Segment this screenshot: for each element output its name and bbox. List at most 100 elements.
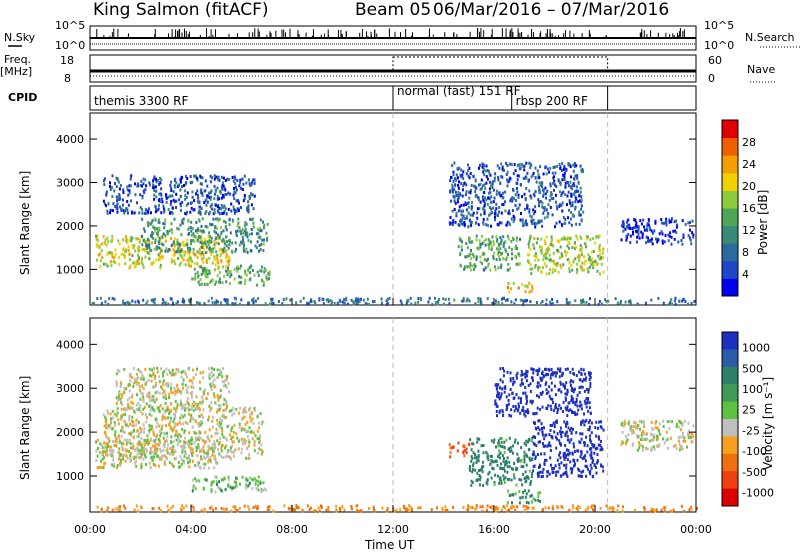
data-cell — [512, 237, 515, 241]
data-cell — [198, 424, 201, 428]
data-cell — [168, 461, 171, 465]
data-cell — [531, 436, 534, 440]
data-cell — [460, 168, 463, 172]
data-cell — [505, 161, 508, 165]
data-cell — [148, 394, 151, 397]
data-cell — [192, 251, 195, 255]
data-cell — [172, 240, 175, 244]
data-cell — [202, 370, 205, 374]
data-cell — [246, 235, 249, 239]
data-cell — [232, 193, 235, 197]
data-cell — [172, 427, 175, 431]
data-cell — [572, 388, 575, 392]
data-cell — [217, 448, 220, 452]
data-cell — [501, 380, 504, 384]
velocity-cells — [95, 366, 698, 514]
data-cell — [100, 466, 103, 470]
data-cell — [122, 188, 125, 192]
data-cell — [250, 477, 253, 481]
data-cell — [197, 235, 200, 239]
data-cell — [525, 410, 528, 414]
data-cell — [244, 279, 247, 282]
data-cell — [154, 391, 157, 395]
data-cell — [523, 207, 526, 211]
data-cell — [216, 217, 219, 221]
data-cell — [525, 369, 528, 373]
data-cell — [462, 203, 465, 207]
data-cell — [580, 198, 583, 202]
data-cell — [559, 442, 562, 446]
data-cell — [172, 198, 175, 202]
data-cell — [478, 207, 481, 210]
data-cell — [154, 441, 157, 445]
data-cell — [214, 461, 217, 465]
data-cell — [564, 193, 567, 197]
data-cell — [519, 496, 522, 500]
data-cell — [238, 184, 241, 188]
data-cell — [509, 287, 512, 291]
data-cell — [189, 210, 192, 214]
data-cell — [463, 449, 466, 452]
data-cell — [493, 179, 496, 183]
data-cell — [148, 257, 151, 261]
data-cell — [209, 222, 212, 226]
data-cell — [109, 425, 112, 428]
data-cell — [621, 430, 624, 434]
data-cell — [622, 220, 625, 224]
data-cell — [166, 381, 169, 385]
data-cell — [491, 182, 494, 186]
data-cell — [580, 207, 582, 211]
data-cell — [574, 401, 577, 405]
data-cell — [598, 243, 601, 247]
data-cell — [126, 449, 128, 453]
data-cell — [580, 195, 583, 199]
data-cell — [239, 178, 242, 182]
data-cell — [480, 468, 483, 472]
data-cell — [207, 466, 210, 470]
data-cell — [113, 256, 116, 260]
data-cell — [504, 240, 507, 244]
data-cell — [207, 449, 210, 453]
data-cell — [197, 435, 200, 439]
data-cell — [513, 218, 516, 221]
data-cell — [234, 241, 237, 245]
data-cell — [153, 400, 156, 404]
data-cell — [197, 280, 200, 284]
data-cell — [551, 423, 553, 427]
data-cell — [536, 373, 539, 376]
data-cell — [503, 446, 506, 450]
data-cell — [179, 223, 182, 227]
data-cell — [692, 235, 695, 239]
data-cell — [173, 200, 176, 204]
data-cell — [226, 301, 229, 305]
data-cell — [243, 197, 246, 201]
data-cell — [177, 183, 180, 187]
data-cell — [479, 182, 482, 186]
data-cell — [196, 178, 199, 182]
data-cell — [252, 178, 255, 182]
data-cell — [527, 475, 530, 479]
data-cell — [682, 298, 685, 302]
data-cell — [282, 298, 285, 302]
data-cell — [107, 240, 110, 244]
nave-tick-bottom: 0 — [708, 72, 715, 85]
data-cell — [198, 229, 201, 232]
data-cell — [153, 177, 156, 181]
data-cell — [516, 178, 519, 182]
data-cell — [477, 453, 480, 457]
data-cell — [563, 164, 566, 168]
data-cell — [460, 248, 463, 252]
data-cell — [116, 368, 119, 372]
data-cell — [482, 199, 485, 203]
data-cell — [200, 413, 203, 417]
data-cell — [638, 441, 641, 444]
data-cell — [227, 207, 230, 211]
data-cell — [152, 394, 155, 398]
data-cell — [184, 250, 187, 254]
data-cell — [200, 402, 203, 406]
data-cell — [103, 424, 106, 428]
data-cell — [128, 238, 131, 242]
data-cell — [225, 244, 228, 248]
data-cell — [251, 269, 254, 272]
